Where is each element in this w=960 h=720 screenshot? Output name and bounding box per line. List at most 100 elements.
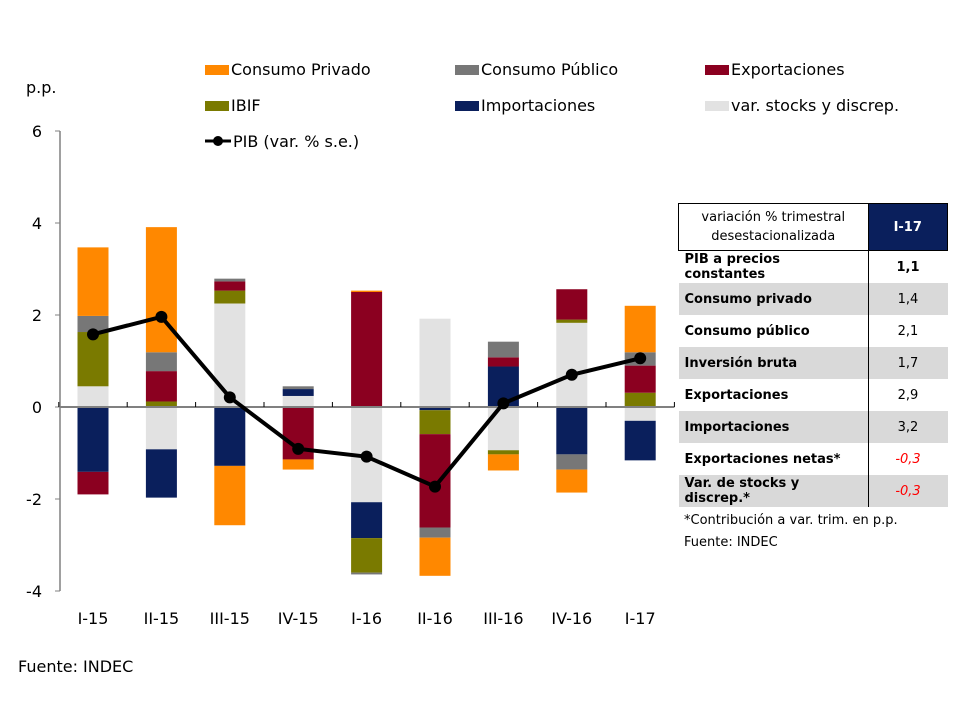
pib-marker [292,442,305,455]
bar-segment-importaciones [214,407,246,466]
table-header-label: variación % trimestral desestacionalizad… [678,203,869,251]
pib-marker [155,310,168,323]
row-value: 1,1 [867,250,948,283]
bar-segment-consumo-p-blico [282,386,314,390]
bar-segment-importaciones [145,449,177,498]
pib-marker [223,391,236,404]
pib-marker [497,397,510,410]
source-note: Fuente: INDEC [18,657,134,676]
bar-segment-consumo-p-blico [419,527,451,538]
bar-segment-ibif [214,290,246,304]
bar-segment-ibif [419,410,451,435]
table-row: Var. de stocks y discrep.* -0,3 [678,475,948,507]
bar-segment-consumo-privado [214,465,246,526]
bar-segment-var-stocks-y-discrep- [624,407,656,421]
legend-item: var. stocks y discrep. [705,96,899,115]
row-value: -0,3 [867,443,948,475]
bar-segment-exportaciones [77,471,109,495]
bar-segment-exportaciones [487,357,519,367]
bar-segment-importaciones [624,420,656,461]
bar-segment-consumo-privado [487,454,519,471]
bar-segment-consumo-p-blico [556,454,588,470]
row-label: PIB a precios constantes [684,252,780,282]
x-tick-label: I-15 [78,609,109,628]
legend-swatch [205,100,229,111]
row-label: Importaciones [678,411,868,443]
bar-segment-importaciones [282,389,314,396]
bar-segment-ibif [351,538,383,573]
row-value: 3,2 [867,411,948,443]
table-header: variación % trimestral desestacionalizad… [678,203,948,251]
y-tick-label: -4 [26,582,42,601]
row-value: 2,1 [867,315,948,347]
bar-segment-importaciones [419,407,451,411]
bar-segment-ibif [556,319,588,323]
y-tick-label: -2 [26,490,42,509]
bar-segment-ibif [624,392,656,407]
row-label: Consumo privado [678,283,868,315]
row-value: 2,9 [867,379,948,411]
bar-segment-consumo-privado [556,469,588,493]
row-label: Exportaciones netas* [684,451,841,467]
legend-item: IBIF [205,96,261,115]
table-row: Importaciones 3,2 [678,411,948,443]
y-tick-label: 6 [32,122,42,141]
x-tick-label: I-16 [351,609,382,628]
table-header-period: I-17 [867,203,948,251]
x-tick-label: I-17 [625,609,656,628]
row-label: Exportaciones [684,387,789,403]
bar-segment-consumo-p-blico [77,315,109,333]
legend-label: var. stocks y discrep. [731,96,900,115]
legend-label: Importaciones [481,96,596,115]
legend-label: PIB (var. % s.e.) [233,132,360,151]
bar-segment-exportaciones [624,365,656,393]
bar-segment-var-stocks-y-discrep- [282,395,314,407]
y-tick-label: 0 [32,398,42,417]
row-label: Var. de stocks y discrep.* [678,475,868,507]
legend-item: PIB (var. % s.e.) [205,132,359,151]
bar-segment-exportaciones [145,371,177,402]
legend-item: Consumo Privado [205,60,371,79]
x-tick-label: III-16 [483,609,523,628]
x-tick-label: II-15 [144,609,180,628]
row-value: 1,7 [867,347,948,379]
table-row: Consumo privado 1,4 [678,283,948,315]
bar-segment-consumo-privado [145,227,177,353]
bar-segment-consumo-p-blico [214,278,246,282]
bar-segment-var-stocks-y-discrep- [419,318,451,407]
legend-item: Consumo Público [455,60,618,79]
bar-segment-exportaciones [556,289,588,320]
bar-segment-var-stocks-y-discrep- [145,407,177,450]
pib-marker [634,352,647,365]
bar-segment-ibif [487,450,519,455]
row-label: Inversión bruta [678,347,868,379]
bar-segment-var-stocks-y-discrep- [556,322,588,407]
legend-label: Consumo Público [481,60,619,79]
pib-marker [565,368,578,381]
table-footnote: *Contribución a var. trim. en p.p. [684,513,898,528]
row-value: -0,3 [867,475,948,507]
row-label: Consumo público [684,323,810,339]
legend-label: Exportaciones [731,60,845,79]
legend-swatch [705,100,729,111]
legend-swatch [705,64,729,75]
legend-swatch [455,64,479,75]
bar-segment-importaciones [77,407,109,472]
legend-swatch [205,64,229,75]
bar-segment-ibif [77,332,109,387]
bar-segment-consumo-privado [419,537,451,576]
pib-marker [360,450,373,463]
legend-label: IBIF [231,96,261,115]
table-row: Exportaciones 2,9 [679,379,948,411]
bar-segment-consumo-p-blico [145,352,177,372]
x-tick-label: IV-15 [278,609,319,628]
y-tick-label: 2 [32,306,42,325]
bar-segment-consumo-p-blico [351,572,383,575]
bar-segment-importaciones [351,502,383,539]
legend-swatch [455,100,479,111]
table-source: Fuente: INDEC [684,535,778,550]
row-value: 1,4 [867,283,948,315]
bar-segment-ibif [145,401,177,407]
legend-item: Importaciones [455,96,595,115]
